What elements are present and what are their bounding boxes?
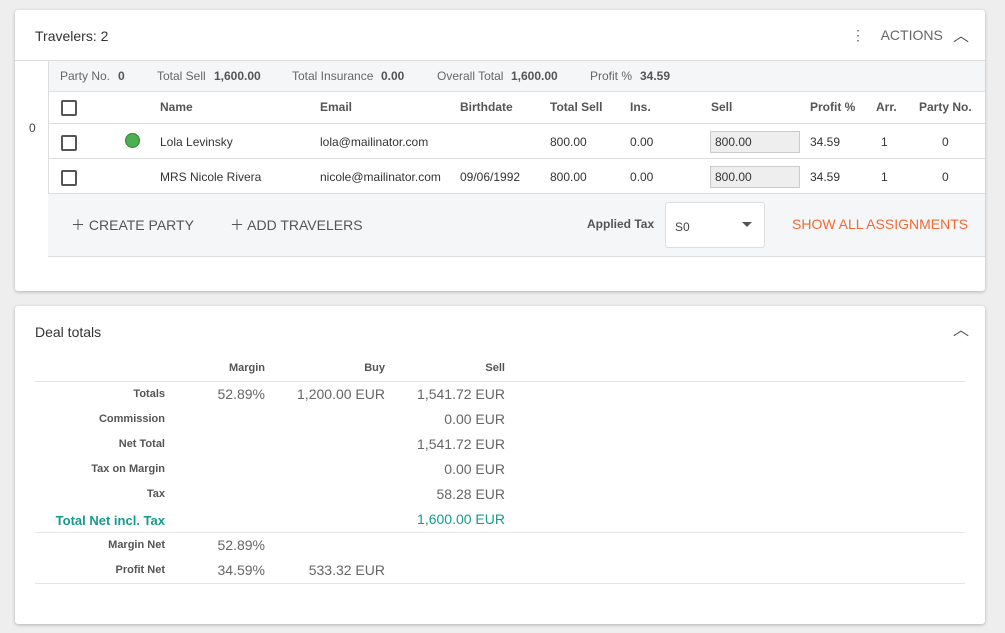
row-label: Commission — [98, 413, 165, 425]
summary-value: 0.00 — [381, 69, 405, 83]
cell-margin: 52.89% — [217, 386, 265, 402]
divider — [35, 583, 965, 584]
tax-select[interactable]: S0 — [665, 202, 765, 248]
row-label: Profit Net — [115, 564, 166, 576]
summary-label: Total Insurance — [292, 69, 374, 83]
summary-value: 1,600.00 — [214, 69, 261, 83]
row-label: Margin Net — [108, 539, 165, 551]
collapse-icon[interactable]: ︿ — [953, 322, 970, 339]
column-header: Party No. — [919, 100, 972, 114]
row-label: Net Total — [118, 438, 165, 450]
cell-sell: 1,541.72 EUR — [417, 436, 505, 452]
footer-bar — [48, 193, 985, 257]
summary-value: 1,600.00 — [511, 69, 558, 83]
party-index: 0 — [29, 121, 36, 135]
cell-margin: 52.89% — [217, 537, 265, 553]
divider — [48, 61, 49, 193]
column-header: Profit % — [810, 100, 856, 114]
cell-birthdate: 09/06/1992 — [460, 170, 521, 184]
cell-sell: 0.00 EUR — [444, 411, 505, 427]
sell-input[interactable]: 800.00 — [710, 131, 800, 153]
divider — [35, 532, 965, 533]
cell-profit: 34.59 — [810, 135, 841, 149]
summary-label: Party No. — [60, 69, 111, 83]
divider — [35, 381, 965, 382]
row-label: Tax — [146, 488, 165, 500]
divider — [48, 158, 985, 159]
header-checkbox[interactable] — [61, 100, 77, 116]
cell-margin: 34.59% — [217, 562, 265, 578]
row-label: Totals — [133, 388, 165, 400]
summary-label: Profit % — [590, 69, 633, 83]
button-label[interactable]: CREATE PARTY — [88, 217, 194, 233]
cell-party: 0 — [942, 135, 949, 149]
row-checkbox[interactable] — [61, 170, 77, 186]
applied-tax-label: Applied Tax — [587, 217, 655, 231]
divider — [15, 60, 985, 61]
cell-profit: 34.59 — [810, 170, 841, 184]
select-value[interactable]: S0 — [675, 220, 690, 234]
cell-sell: 0.00 EUR — [444, 461, 505, 477]
actions-button[interactable]: ⋮ ACTIONS — [851, 27, 943, 43]
cell-name[interactable]: Lola Levinsky — [160, 135, 233, 149]
cell-email: nicole@mailinator.com — [320, 170, 441, 184]
create-party-button[interactable]: ＋ CREATE PARTY — [71, 217, 194, 233]
travelers-card: Travelers: 2 ⋮ ACTIONS ︿ 0 ＋ CREATE PART… — [15, 10, 985, 291]
cell-buy: 533.32 EUR — [308, 562, 385, 578]
column-header: Margin — [228, 362, 265, 374]
cell-ins: 0.00 — [630, 135, 654, 149]
summary-label: Total Sell — [157, 69, 206, 83]
column-header: Arr. — [876, 100, 897, 114]
column-header: Buy — [364, 362, 385, 374]
row-label: Total Net incl. Tax — [55, 513, 165, 528]
cell-name[interactable]: MRS Nicole Rivera — [160, 170, 262, 184]
cell-arr: 1 — [881, 135, 888, 149]
divider — [48, 123, 985, 124]
column-header: Name — [160, 100, 193, 114]
cell-party: 0 — [942, 170, 949, 184]
button-label[interactable]: ADD TRAVELERS — [247, 217, 363, 233]
column-header: Sell — [711, 100, 733, 114]
card-title: Deal totals — [35, 324, 102, 340]
deal-totals-card: Deal totals ︿ Margin Buy Sell Totals 52.89% 1… — [15, 306, 985, 624]
column-header: Email — [320, 100, 353, 114]
cell-arr: 1 — [881, 170, 888, 184]
summary-label: Overall Total — [437, 69, 504, 83]
cell-total_sell: 800.00 — [550, 135, 587, 149]
cell-email: lola@mailinator.com — [320, 135, 429, 149]
summary-value: 0 — [118, 69, 125, 83]
add-travelers-button[interactable]: ＋ ADD TRAVELERS — [230, 217, 363, 233]
show-all-link[interactable]: SHOW ALL ASSIGNMENTS — [792, 216, 969, 232]
column-header: Total Sell — [550, 100, 603, 114]
cell-sell: 58.28 EUR — [436, 486, 505, 502]
column-header: Sell — [485, 362, 505, 374]
column-header: Birthdate — [460, 100, 513, 114]
row-label: Tax on Margin — [91, 463, 165, 475]
select-arrow[interactable] — [742, 222, 752, 227]
cell-sell: 1,541.72 EUR — [417, 386, 505, 402]
summary-bar — [48, 61, 985, 92]
cell-total_sell: 800.00 — [550, 170, 587, 184]
summary-value: 34.59 — [640, 69, 671, 83]
card-title: Travelers: 2 — [35, 28, 109, 44]
sell-input[interactable]: 800.00 — [710, 166, 800, 188]
actions-label[interactable]: ACTIONS — [880, 27, 943, 43]
cell-buy: 1,200.00 EUR — [297, 386, 385, 402]
status-dot — [125, 133, 140, 148]
row-checkbox[interactable] — [61, 135, 77, 151]
cell-ins: 0.00 — [630, 170, 654, 184]
cell-sell: 1,600.00 EUR — [417, 511, 505, 527]
column-header: Ins. — [630, 100, 651, 114]
collapse-icon[interactable]: ︿ — [953, 28, 970, 45]
